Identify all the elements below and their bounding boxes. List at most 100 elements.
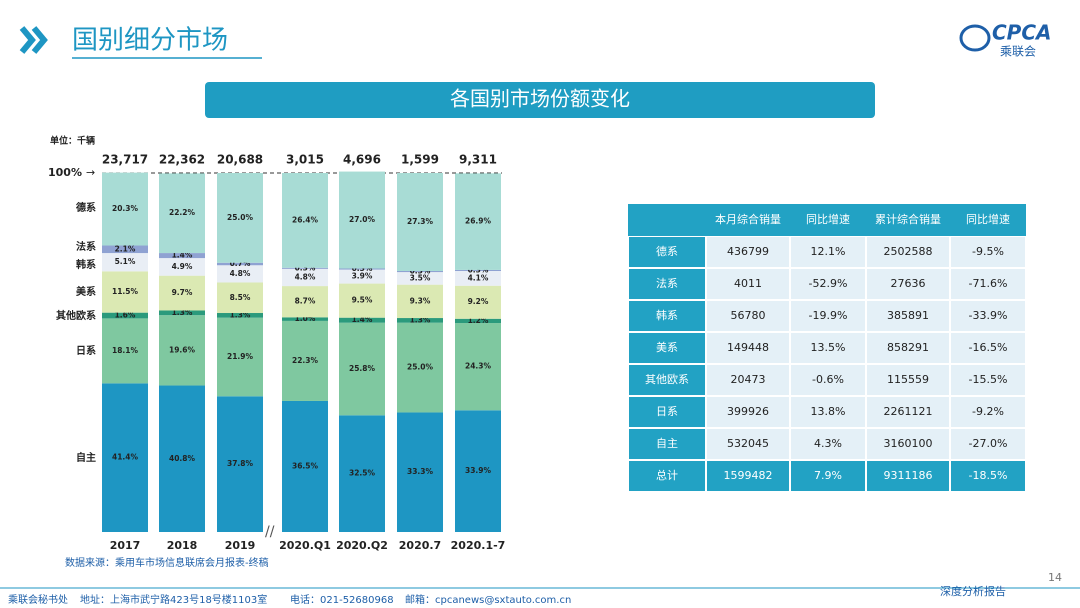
value-label: 0.3% [295,263,316,272]
table-cell: -18.5% [969,469,1008,482]
bar-segment [159,385,205,532]
table-header-cell: 同比增速 [806,212,850,226]
table-cell-bg [629,333,705,363]
total-label: 1,599 [401,153,439,167]
table-cell: 德系 [656,244,678,258]
table-cell-bg [707,269,789,299]
total-label: 23,717 [102,153,148,167]
bar-segment [339,322,385,416]
bar-segment [397,284,443,319]
bar-segment [102,318,148,384]
table-cell-bg [629,237,705,267]
bar-segment [455,410,501,532]
value-label: 2.1% [115,244,136,253]
table-cell-bg [867,461,949,491]
bar-segment [339,171,385,269]
legend-label: 日系 [76,344,96,357]
bar-segment [102,253,148,272]
footer-email: 邮箱：cpcanews@sxtauto.com.cn [405,593,571,606]
bar-segment [282,320,328,401]
table-cell: 385891 [887,309,929,322]
bar-segment [282,268,328,287]
value-label: 4.1% [468,273,489,282]
table-cell-bg [791,397,865,427]
footer-address: 地址：上海市武宁路423号18号楼1103室 [80,593,267,606]
bar-segment [339,415,385,532]
table-cell-bg [951,397,1025,427]
bar-segment [339,283,385,318]
value-label: 9.3% [410,296,431,305]
value-label: 3.5% [410,273,431,282]
bar-segment [102,312,148,319]
bar-segment [455,269,501,272]
table-cell-bg [867,397,949,427]
value-label: 1.6% [115,311,136,320]
table-header-cell: 累计综合销量 [875,212,941,226]
logo-icon [959,24,991,52]
page-title: 国别细分市场 [72,26,228,56]
table-cell: 4.3% [814,437,842,450]
table-cell-bg [707,397,789,427]
table-cell-bg [867,365,949,395]
table-header-cell: 本月综合销量 [715,212,781,226]
bar-segment [217,396,263,532]
bar-segment [102,271,148,313]
table-cell-bg [791,333,865,363]
banner-text: 各国别市场份额变化 [450,87,630,111]
bar-segment [159,253,205,259]
table-cell-bg [867,333,949,363]
table-cell-bg [629,301,705,331]
table-cell-bg [629,365,705,395]
table-cell: -19.9% [809,309,848,322]
total-label: 4,696 [343,153,381,167]
table-cell: 115559 [887,373,929,386]
footer-phone: 电话：021-52680968 [290,593,394,606]
table-cell: 2502588 [884,245,933,258]
legend-label: 德系 [75,201,96,214]
table-cell-bg [951,269,1025,299]
value-label: 19.6% [169,345,196,354]
table-cell: 4011 [734,277,762,290]
table-cell: 399926 [727,405,769,418]
value-label: 1.3% [230,310,251,319]
total-label: 9,311 [459,153,497,167]
value-label: 1.3% [410,315,431,324]
legend-label: 美系 [76,285,96,298]
value-label: 41.4% [112,453,139,462]
value-label: 18.1% [112,346,139,355]
x-tick-label: 2018 [167,539,198,552]
bar-segment [159,315,205,386]
x-tick-label: 2019 [225,539,256,552]
y-tick-label: 100% [48,166,82,179]
value-label: 25.8% [349,364,376,373]
table-cell: 20473 [731,373,766,386]
value-label: 27.0% [349,215,376,224]
table-cell-bg [707,461,789,491]
value-label: 0.3% [410,267,431,276]
y-tick-arrow: → [86,166,95,179]
table-cell-bg [951,333,1025,363]
bar-segment [102,245,148,254]
table-cell-bg [867,237,949,267]
table-cell: 美系 [656,341,678,354]
table-cell: 12.1% [811,245,846,258]
value-label: 1.2% [468,316,489,325]
legend-label: 其他欧系 [56,309,96,322]
value-label: 40.8% [169,454,196,463]
table-cell: -15.5% [969,373,1008,386]
value-label: 4.9% [172,262,193,271]
value-label: 0.3% [468,265,489,274]
table-cell: -33.9% [969,309,1008,322]
legend-label: 自主 [76,451,96,464]
value-label: 1.4% [352,315,373,324]
bar-segment [455,323,501,411]
table-cell: -71.6% [969,277,1008,290]
unit-label: 单位：千辆 [50,135,95,147]
table-cell: 其他欧系 [645,373,689,386]
footer-report: 深度分析报告 [940,584,1006,598]
bar-segment [397,271,443,273]
bar-segment [159,258,205,276]
x-tick-label: 2020.Q2 [336,539,388,552]
bar-segment [455,271,501,286]
bar-segment [455,285,501,319]
